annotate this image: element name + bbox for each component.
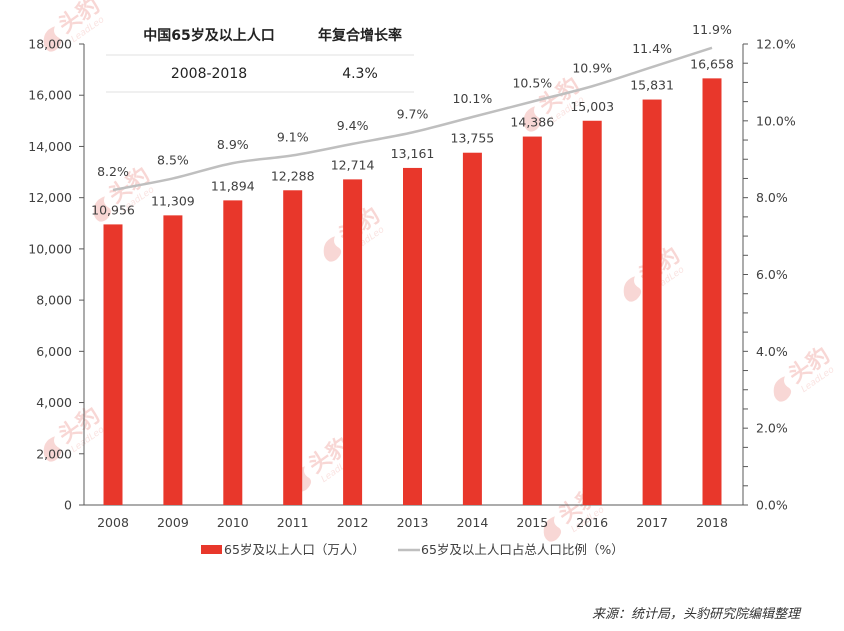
leopard-icon: [323, 236, 342, 262]
x-tick-label: 2013: [397, 515, 429, 530]
y-left-tick-label: 12,000: [28, 190, 72, 205]
y-right-tick-label: 2.0%: [756, 421, 788, 436]
x-tick-label: 2012: [337, 515, 369, 530]
bar: [522, 136, 542, 506]
bar-value-label: 12,714: [331, 157, 375, 172]
y-left-tick-label: 2,000: [36, 446, 72, 461]
bar: [582, 120, 602, 505]
bar-value-label: 14,386: [510, 115, 554, 130]
leopard-icon: [773, 376, 792, 402]
axes: 0 2,000 4,000 6,000 8,000 10,000 12,000 14,000 1…: [28, 37, 796, 531]
inset-cagr-value: 4.3%: [342, 66, 378, 82]
line-value-label: 11.9%: [692, 22, 732, 37]
y-left-tick-label: 10,000: [28, 241, 72, 256]
data-labels: 10,956 11,309 11,894 12,288 12,714 13,161 13,7…: [91, 22, 734, 218]
x-tick-label: 2018: [696, 515, 728, 530]
bar-value-label: 11,894: [211, 178, 255, 193]
source-note: 来源：统计局，头豹研究院编辑整理: [592, 606, 802, 622]
inset-table: 中国65岁及以上人口 年复合增长率 2008-2018 4.3%: [106, 27, 414, 93]
bar-value-label: 12,288: [271, 168, 315, 183]
y-right-tick-label: 0.0%: [756, 498, 788, 513]
bar: [103, 224, 123, 505]
legend-label-line: 65岁及以上人口占总人口比例（%）: [421, 542, 624, 557]
line-value-label: 11.4%: [632, 41, 672, 56]
line-series: [112, 46, 713, 192]
x-tick-label: 2009: [157, 515, 189, 530]
inset-header-cagr: 年复合增长率: [318, 27, 402, 44]
y-right-tick-label: 12.0%: [756, 37, 796, 52]
y-right-tick-label: 8.0%: [756, 190, 788, 205]
bar: [223, 200, 243, 505]
bar-value-label: 15,831: [630, 78, 674, 93]
inset-header-population: 中国65岁及以上人口: [143, 27, 274, 44]
bar-value-label: 13,755: [451, 131, 495, 146]
line-value-label: 9.7%: [397, 106, 429, 121]
bar: [343, 179, 363, 505]
bar: [702, 78, 722, 505]
leopard-icon: [43, 436, 62, 462]
leopard-icon: [93, 196, 112, 222]
y-right-tick-label: 6.0%: [756, 267, 788, 282]
y-left-tick-label: 0: [64, 498, 72, 513]
line-value-label: 8.5%: [157, 152, 189, 167]
y-left-tick-label: 4,000: [36, 395, 72, 410]
line-value-label: 8.9%: [217, 137, 249, 152]
leopard-icon: [543, 516, 562, 542]
leopard-icon: [43, 26, 62, 52]
legend: 65岁及以上人口（万人） 65岁及以上人口占总人口比例（%）: [201, 542, 624, 557]
y-left-tick-label: 18,000: [28, 37, 72, 52]
x-tick-label: 2014: [456, 515, 488, 530]
y-left-tick-label: 6,000: [36, 344, 72, 359]
x-tick-label: 2015: [516, 515, 548, 530]
line-value-label: 9.4%: [337, 118, 369, 133]
legend-label-bar: 65岁及以上人口（万人）: [224, 542, 365, 557]
legend-swatch-bar: [201, 545, 222, 554]
line-value-label: 8.2%: [97, 164, 129, 179]
bar-value-label: 13,161: [391, 146, 435, 161]
leopard-icon: [623, 276, 642, 302]
bar: [163, 215, 183, 505]
bar-series: [103, 78, 722, 506]
bar-value-label: 10,956: [91, 202, 135, 217]
bar: [283, 190, 303, 506]
x-tick-label: 2010: [217, 515, 249, 530]
bar-value-label: 11,309: [151, 193, 195, 208]
bar-value-label: 15,003: [570, 99, 614, 114]
bar: [462, 152, 482, 505]
inset-period: 2008-2018: [171, 66, 247, 82]
y-left-tick-label: 14,000: [28, 139, 72, 154]
leopard-icon: [523, 106, 542, 132]
y-left-tick-label: 8,000: [36, 293, 72, 308]
y-right-tick-label: 10.0%: [756, 113, 796, 128]
x-tick-label: 2016: [576, 515, 608, 530]
line-value-label: 10.9%: [572, 60, 612, 75]
line-value-label: 10.1%: [453, 91, 493, 106]
bar: [403, 167, 422, 505]
x-tick-label: 2017: [636, 515, 668, 530]
x-tick-label: 2008: [97, 515, 129, 530]
line-value-label: 10.5%: [512, 76, 552, 91]
bar: [642, 99, 662, 505]
y-left-tick-label: 16,000: [28, 88, 72, 103]
y-right-tick-label: 4.0%: [756, 344, 788, 359]
line-value-label: 9.1%: [277, 129, 309, 144]
bar-value-label: 16,658: [690, 56, 734, 71]
x-tick-label: 2011: [277, 515, 309, 530]
